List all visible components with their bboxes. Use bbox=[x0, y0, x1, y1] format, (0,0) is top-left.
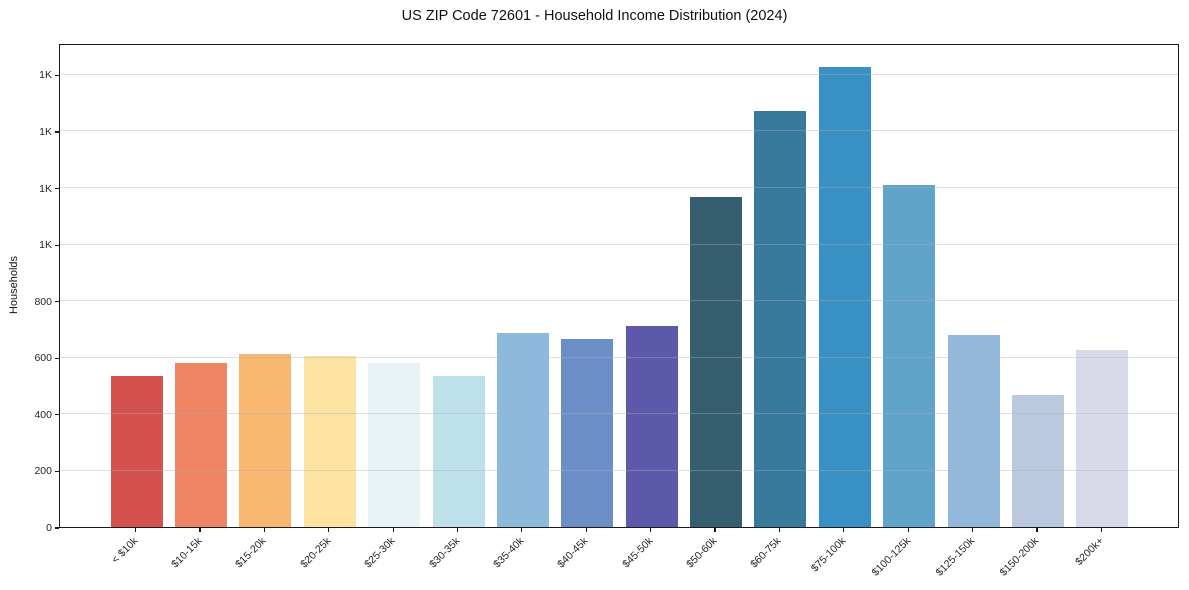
chart-title: US ZIP Code 72601 - Household Income Dis… bbox=[401, 8, 788, 24]
y-tick-label: 1K bbox=[39, 69, 52, 82]
y-tick-label: 600 bbox=[34, 352, 52, 365]
y-tick-mark bbox=[54, 74, 59, 76]
x-tick-label-text: $100-125k bbox=[869, 535, 913, 579]
y-tick-mark bbox=[54, 470, 59, 472]
y-tick-mark bbox=[54, 131, 59, 133]
x-tick-mark bbox=[199, 528, 201, 532]
plot-area bbox=[59, 44, 1179, 528]
x-tick-mark bbox=[650, 528, 652, 532]
x-tick-mark bbox=[392, 528, 394, 532]
gridline bbox=[60, 356, 1178, 358]
x-tick-label-text: $60-75k bbox=[748, 535, 784, 571]
bar bbox=[432, 376, 485, 527]
x-tick-label-text: $35-40k bbox=[491, 535, 527, 571]
bar bbox=[561, 339, 614, 527]
bar bbox=[303, 356, 356, 527]
y-tick-mark bbox=[54, 187, 59, 190]
y-tick-mark bbox=[54, 527, 59, 529]
gridline bbox=[60, 73, 1178, 75]
x-tick-mark bbox=[971, 528, 974, 532]
bar bbox=[1076, 349, 1129, 527]
bar bbox=[690, 196, 743, 527]
x-tick-label-text: $125-150k bbox=[933, 535, 978, 579]
y-tick-mark bbox=[54, 244, 59, 246]
x-tick-label-text: $40-45k bbox=[555, 535, 591, 571]
gridline bbox=[60, 243, 1178, 245]
y-tick-label: 800 bbox=[34, 295, 52, 308]
gridline bbox=[60, 413, 1178, 415]
y-tick-label: 0 bbox=[46, 522, 52, 534]
x-tick-label-text: $25-30k bbox=[362, 535, 398, 571]
x-tick-label-text: $150-200k bbox=[997, 535, 1042, 579]
bar bbox=[496, 333, 549, 527]
x-tick-label-text: $50-60k bbox=[684, 535, 720, 571]
bar bbox=[947, 334, 1000, 527]
x-tick-mark bbox=[907, 528, 909, 532]
x-tick-mark bbox=[1036, 528, 1038, 532]
bar bbox=[174, 362, 227, 527]
bar bbox=[239, 354, 292, 527]
x-tick-mark bbox=[843, 528, 845, 532]
bar bbox=[818, 66, 871, 527]
x-tick-mark bbox=[135, 528, 137, 532]
bar bbox=[625, 325, 678, 527]
x-tick-mark bbox=[714, 528, 716, 532]
x-tick-label-text: $30-35k bbox=[426, 535, 462, 571]
x-tick-label-text: $10-15k bbox=[169, 535, 205, 571]
x-tick-mark bbox=[521, 528, 523, 532]
x-tick-mark bbox=[1100, 528, 1102, 532]
x-tick-mark bbox=[456, 528, 459, 532]
y-tick-mark bbox=[54, 301, 59, 303]
bar bbox=[110, 376, 163, 527]
x-tick-label-text: < $10k bbox=[109, 535, 141, 566]
x-tick-label-text: $15-20k bbox=[233, 535, 269, 571]
x-tick-label-text: $200k+ bbox=[1072, 535, 1106, 569]
y-tick-label: 200 bbox=[34, 465, 52, 478]
bar bbox=[754, 110, 807, 527]
x-tick-mark bbox=[263, 528, 265, 532]
y-tick-label: 1K bbox=[39, 125, 52, 138]
y-tick-mark bbox=[54, 414, 59, 416]
y-tick-mark bbox=[54, 357, 59, 359]
bar bbox=[883, 185, 936, 527]
y-tick-label: 1K bbox=[39, 182, 52, 195]
gridline bbox=[60, 130, 1178, 132]
y-tick-label: 400 bbox=[34, 408, 52, 421]
y-tick-label: 1K bbox=[39, 239, 52, 252]
bar bbox=[368, 362, 421, 527]
x-tick-mark bbox=[585, 528, 587, 532]
gridline bbox=[60, 187, 1178, 189]
x-tick-mark bbox=[778, 528, 780, 532]
x-tick-mark bbox=[328, 528, 330, 532]
bar bbox=[1011, 395, 1064, 527]
gridline bbox=[60, 469, 1178, 471]
x-tick-label-text: $45-50k bbox=[619, 535, 656, 571]
x-tick-label-text: $75-100k bbox=[808, 535, 849, 575]
x-tick-label-text: $20-25k bbox=[297, 535, 334, 571]
gridline bbox=[60, 300, 1178, 302]
